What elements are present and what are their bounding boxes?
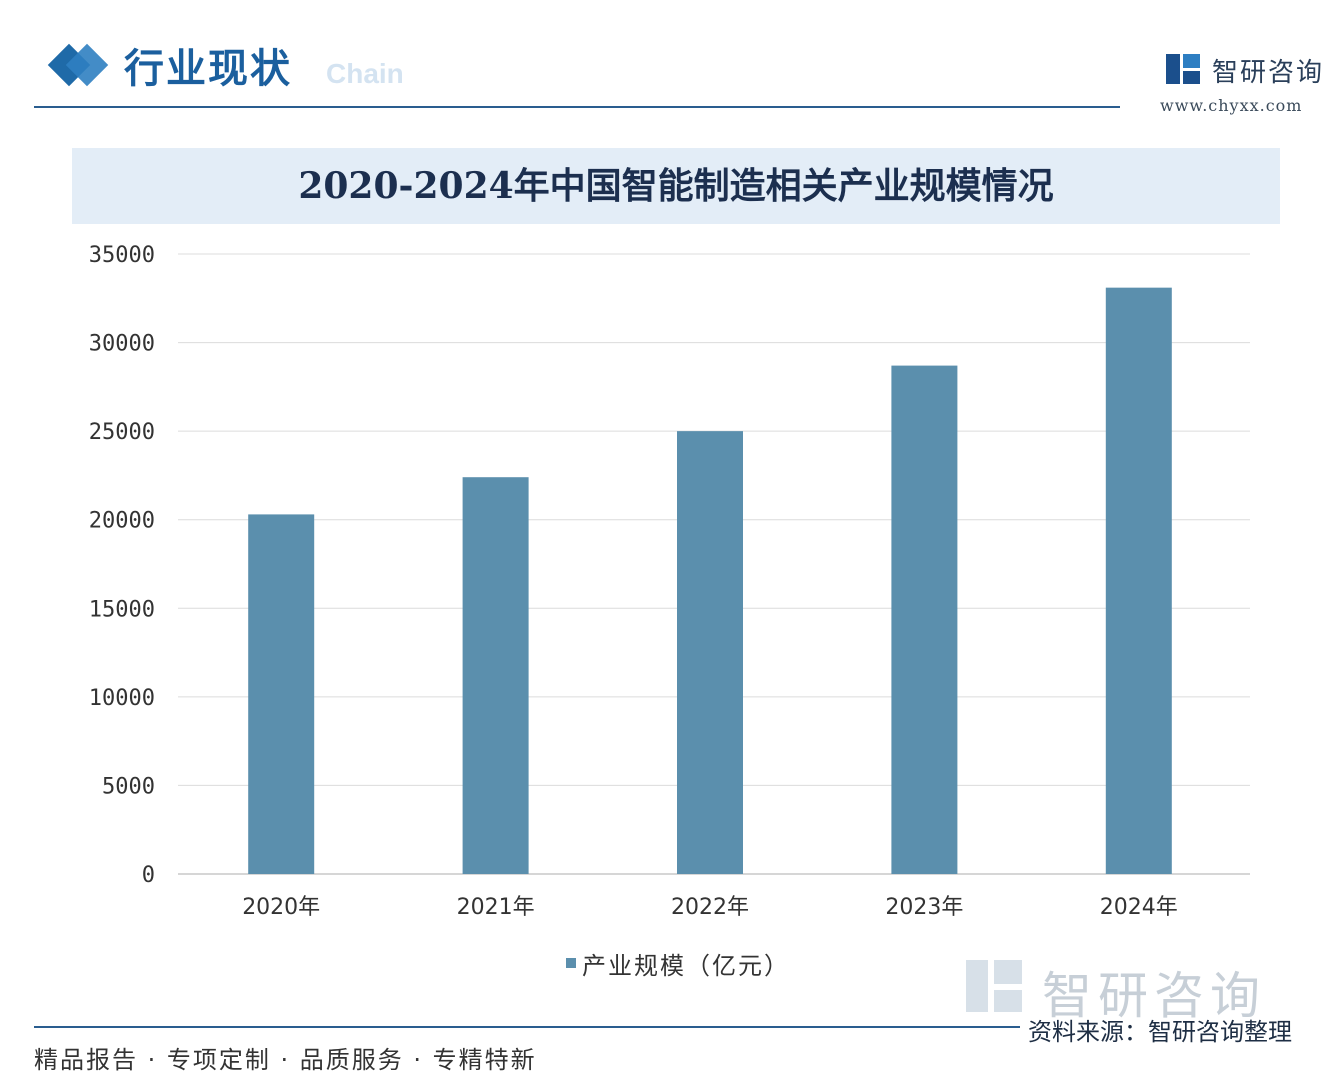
x-tick-label: 2022年 (671, 895, 749, 920)
bar (248, 514, 315, 874)
section-subtitle: Chain (326, 58, 404, 89)
y-tick-label: 0 (142, 863, 155, 888)
watermark-brand: 智研咨询 (966, 956, 1306, 1025)
brand-url: www.chyxx.com (1160, 96, 1303, 115)
footer-divider (34, 1026, 1020, 1028)
y-tick-label: 10000 (89, 686, 155, 711)
y-tick-label: 20000 (89, 509, 155, 534)
footer-slogan: 精品报告 · 专项定制 · 品质服务 · 专精特新 (34, 1046, 537, 1074)
header-divider (34, 106, 1120, 108)
brand-logo: 智研咨询 (1162, 48, 1332, 88)
y-tick-label: 35000 (89, 243, 155, 268)
x-tick-label: 2020年 (242, 895, 320, 920)
watermark-logo-icon (966, 960, 1022, 1012)
y-tick-label: 15000 (89, 597, 155, 622)
watermark-name: 智研咨询 (1042, 967, 1266, 1025)
brand-name: 智研咨询 (1212, 58, 1325, 88)
y-tick-label: 5000 (102, 774, 155, 799)
data-source: 资料来源：智研咨询整理 (1028, 1018, 1292, 1046)
y-tick-label: 25000 (89, 420, 155, 445)
legend-label: 产业规模（亿元） (582, 952, 790, 980)
section-title: 行业现状 (124, 45, 292, 92)
bar (462, 477, 529, 874)
x-tick-label: 2021年 (457, 895, 535, 920)
y-tick-label: 30000 (89, 332, 155, 357)
x-tick-label: 2023年 (885, 895, 963, 920)
x-tick-label: 2024年 (1100, 895, 1178, 920)
logo-icon (1166, 54, 1200, 84)
bar (677, 431, 743, 874)
diamond-icon (44, 42, 114, 88)
chart-title-band: 2020-2024年中国智能制造相关产业规模情况 (72, 148, 1280, 224)
chart-title: 2020-2024年中国智能制造相关产业规模情况 (298, 165, 1054, 207)
legend-swatch (566, 958, 576, 968)
bar (1105, 287, 1172, 875)
bar (891, 365, 958, 874)
header: Chain 行业现状 智研咨询 www.chyxx.com (0, 0, 1338, 130)
